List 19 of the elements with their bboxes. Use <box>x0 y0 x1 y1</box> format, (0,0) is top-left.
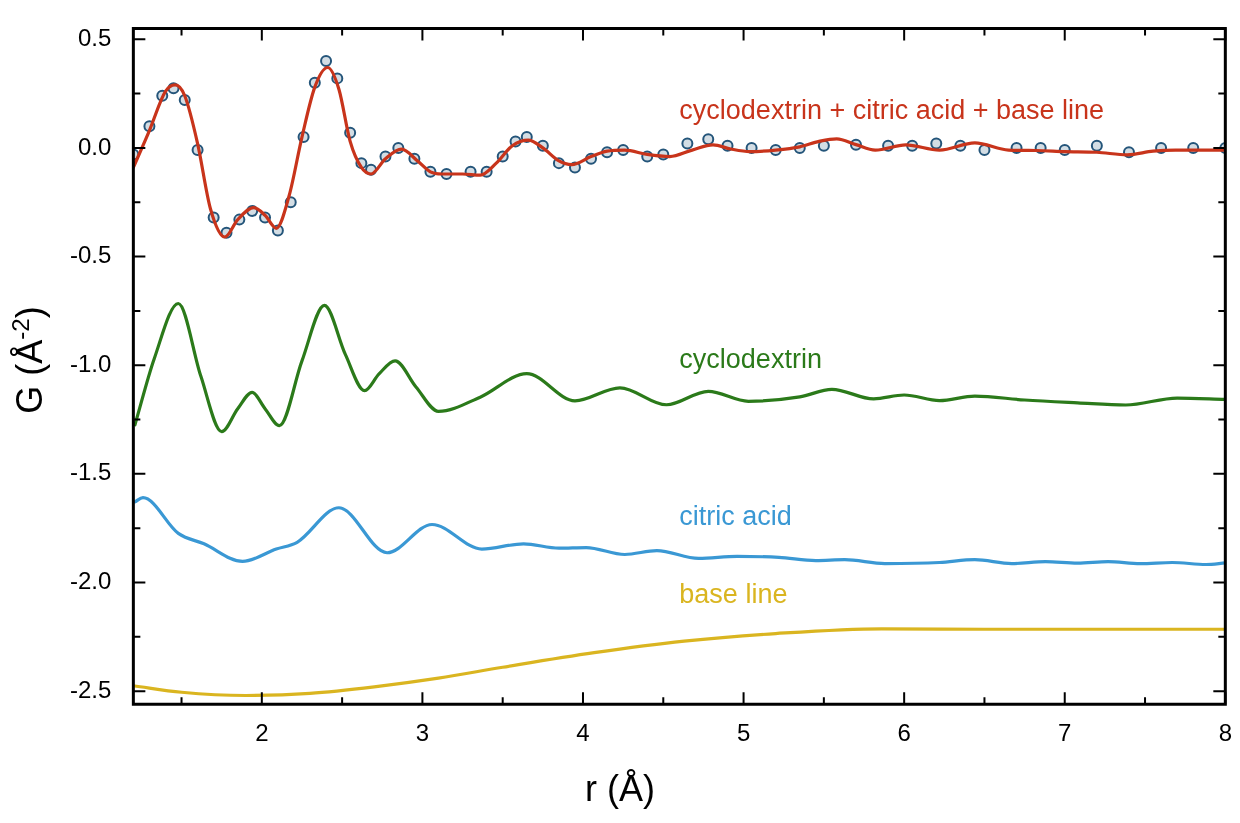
series-label: citric acid <box>679 500 792 531</box>
x-tick-label: 4 <box>576 719 590 747</box>
x-tick-label: 6 <box>897 719 911 747</box>
series-label: cyclodextrin <box>679 344 822 375</box>
y-tick-label: -2.5 <box>70 675 112 703</box>
series-label: cyclodextrin + citric acid + base line <box>679 95 1105 126</box>
y-tick-label: -2.0 <box>70 567 112 595</box>
y-tick-label: -0.5 <box>70 241 112 269</box>
x-tick-label: 3 <box>415 719 430 747</box>
x-axis-title: r (Å) <box>584 768 656 810</box>
x-tick-label: 5 <box>736 719 751 747</box>
x-tick-label: 8 <box>1218 719 1233 747</box>
y-tick-label: 0.5 <box>77 23 112 51</box>
y-tick-label: -1.0 <box>70 349 112 377</box>
x-tick-label: 7 <box>1058 719 1072 747</box>
x-tick-label: 2 <box>255 719 269 747</box>
series-label: base line <box>679 578 788 609</box>
y-tick-label: -1.5 <box>70 458 112 486</box>
y-tick-label: 0.0 <box>77 132 112 160</box>
